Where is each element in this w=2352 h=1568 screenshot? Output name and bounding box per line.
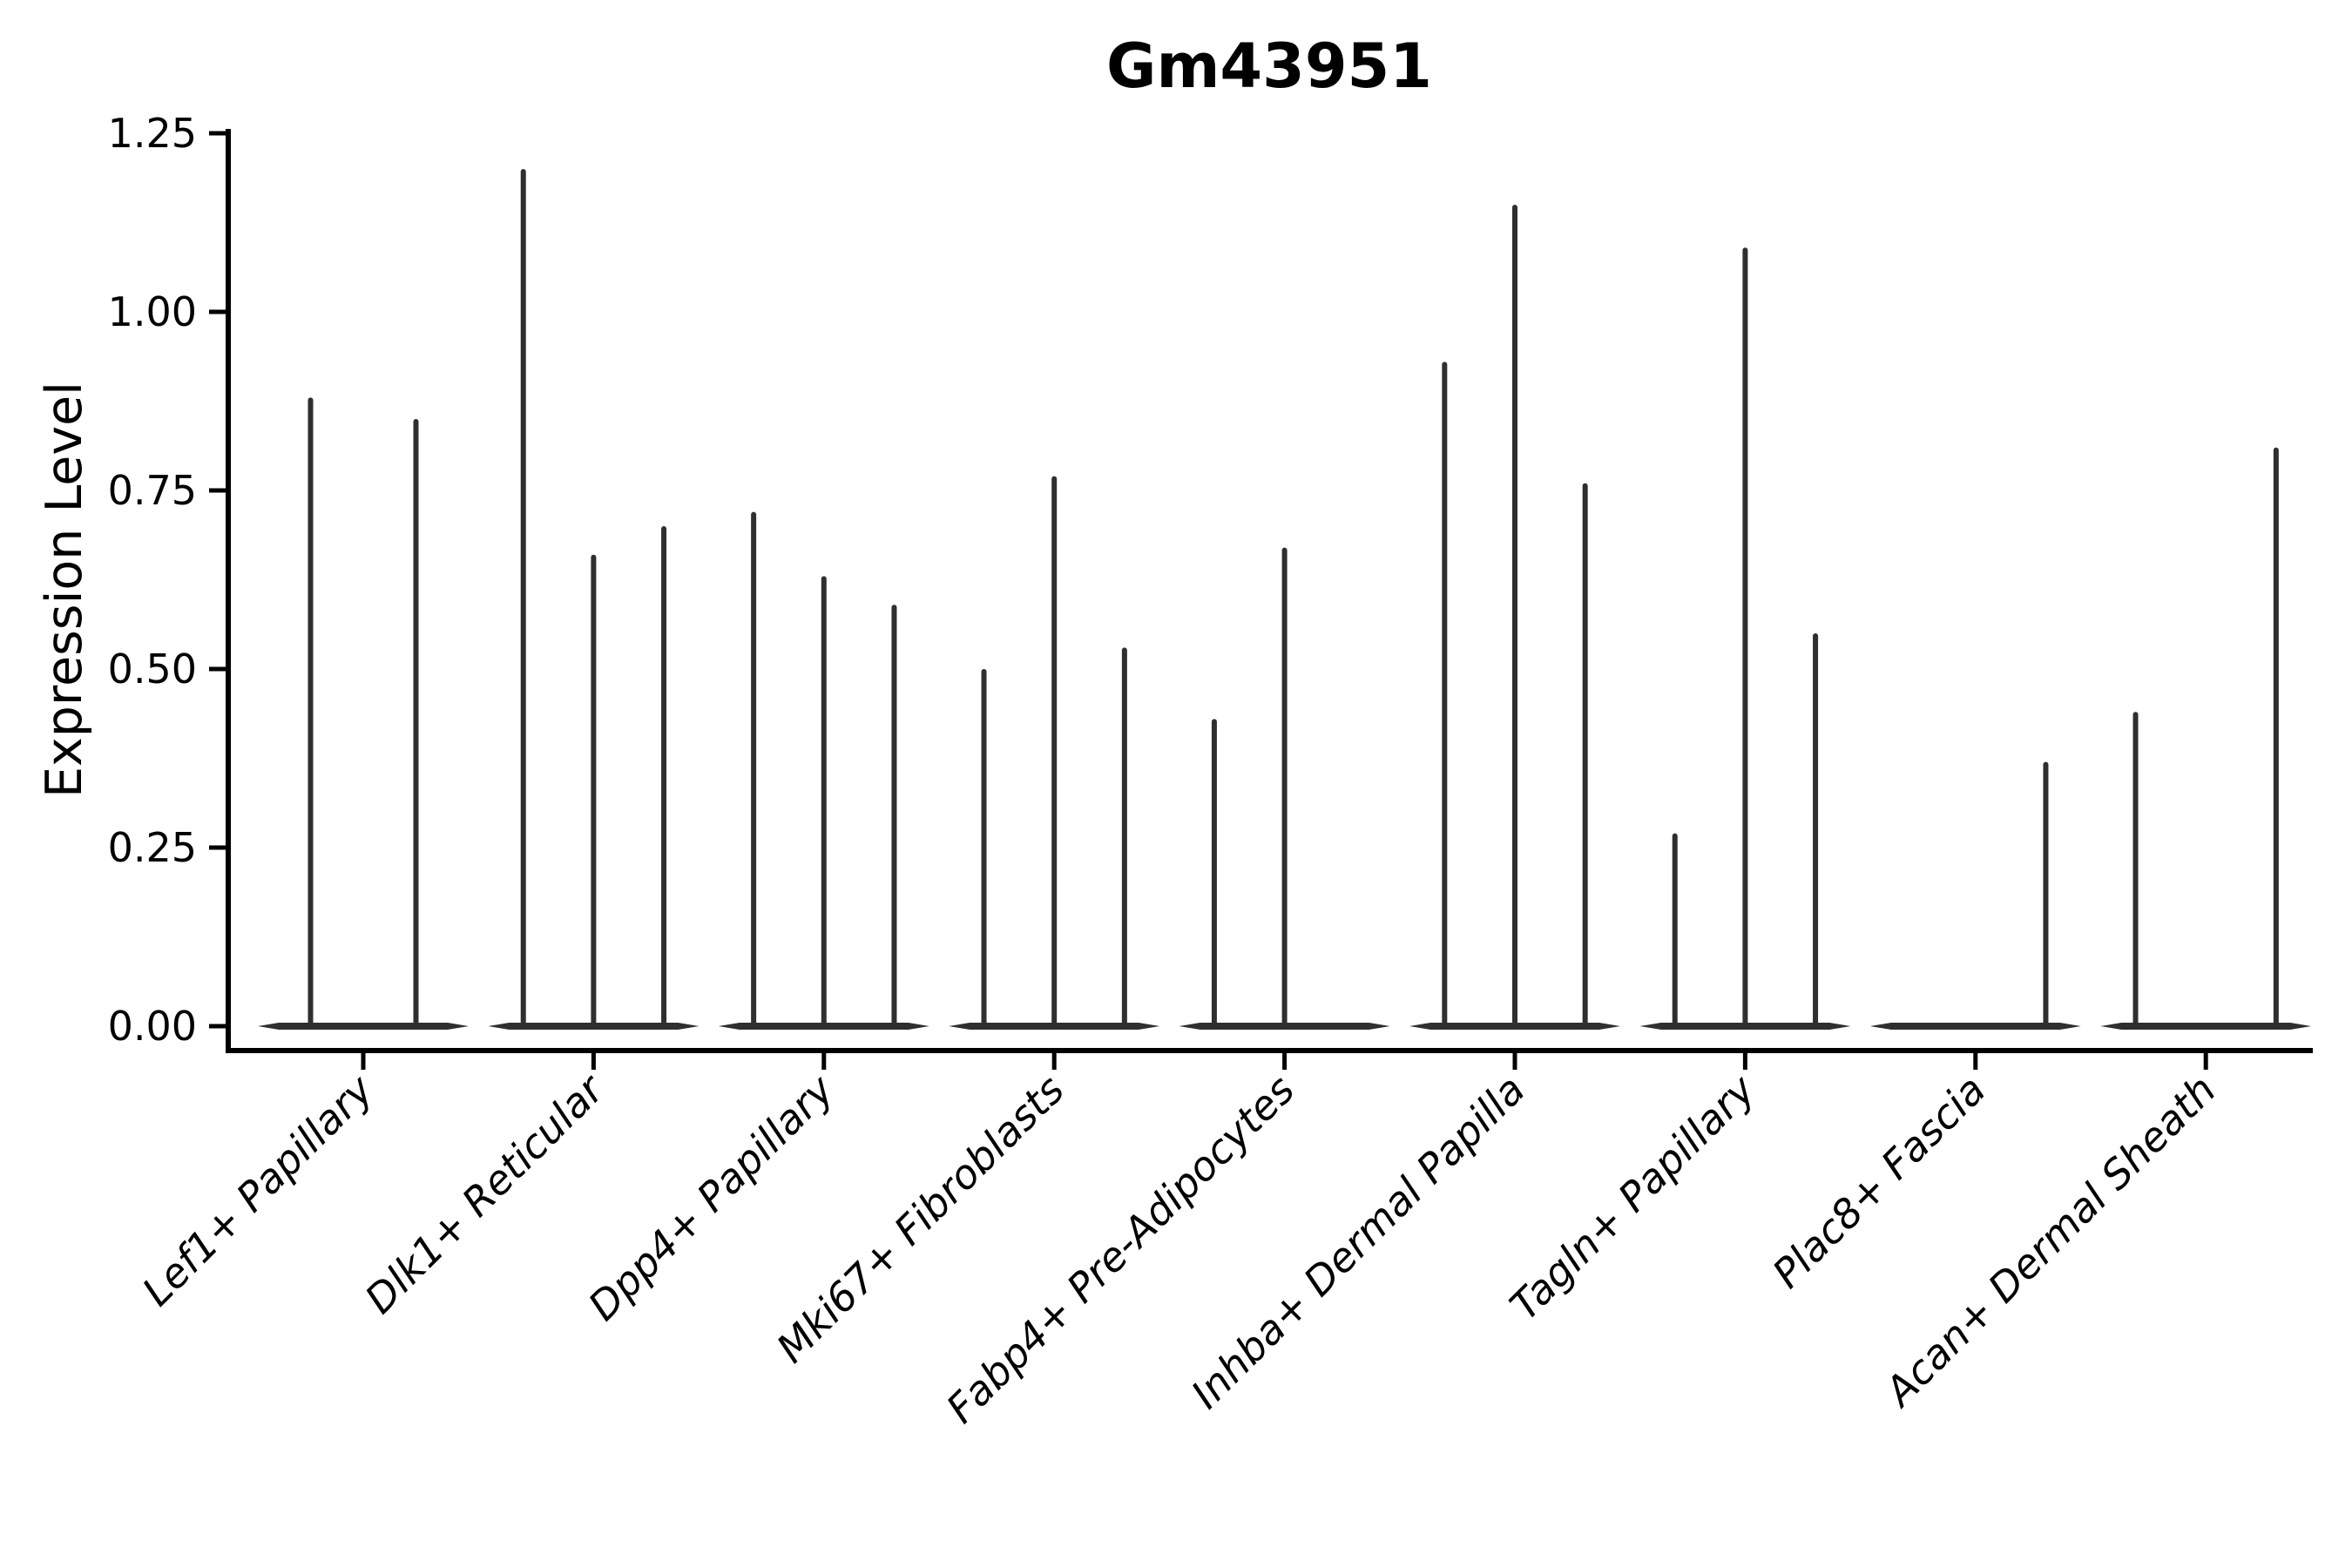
- violin-spike: [1742, 247, 1748, 1030]
- y-tick-mark: [209, 1024, 226, 1029]
- chart-title: Gm43951: [1106, 30, 1432, 102]
- y-tick-label: 0.50: [108, 645, 197, 693]
- violin-spike: [1281, 547, 1288, 1030]
- x-tick-mark: [1051, 1051, 1057, 1070]
- violin-spike: [413, 419, 419, 1030]
- axes-spines: [226, 129, 2313, 1053]
- violin-spike: [1672, 833, 1678, 1030]
- violin-spike: [520, 169, 526, 1030]
- x-tick-mark: [1973, 1051, 1978, 1070]
- violin-group: [1869, 761, 2081, 1030]
- violin-group: [949, 476, 1160, 1030]
- y-tick-mark: [209, 131, 226, 136]
- violin-base: [258, 1023, 469, 1030]
- x-tick-label: Dpp4+ Papillary: [579, 1065, 843, 1329]
- violin-spike: [751, 511, 757, 1030]
- violin-spike: [1211, 719, 1217, 1030]
- x-tick-mark: [361, 1051, 366, 1070]
- violin-group: [1179, 547, 1390, 1030]
- y-axis-ticks: 0.00 0.25 0.50 0.75 1.00 1.25: [108, 110, 226, 1050]
- violin-spike: [821, 576, 827, 1030]
- violin-spike: [1813, 633, 1819, 1030]
- x-tick-mark: [1282, 1051, 1288, 1070]
- y-tick-mark: [209, 666, 226, 672]
- violin-spike: [891, 605, 897, 1030]
- y-tick-label: 0.25: [108, 824, 197, 871]
- y-tick-label: 0.00: [108, 1003, 197, 1050]
- violin-group: [1409, 205, 1620, 1030]
- violin-spike: [2132, 712, 2139, 1030]
- violin-group: [258, 397, 469, 1030]
- violin-spike: [1512, 205, 1517, 1030]
- y-tick-mark: [209, 845, 226, 850]
- violin-series: [258, 169, 2312, 1030]
- x-tick-mark: [591, 1051, 596, 1070]
- violin-spike: [2043, 761, 2049, 1030]
- x-tick-mark: [2203, 1051, 2208, 1070]
- violin-spike: [1442, 362, 1448, 1030]
- violin-spike: [1582, 483, 1588, 1030]
- y-tick-label: 1.25: [108, 110, 197, 157]
- violin-base: [2100, 1023, 2312, 1030]
- x-tick-mark: [1512, 1051, 1517, 1070]
- x-tick-label: Tagln+ Papillary: [1501, 1065, 1765, 1329]
- violin-spike: [308, 397, 314, 1030]
- violin-spike: [2273, 447, 2279, 1030]
- y-tick-label: 0.75: [108, 467, 197, 514]
- violin-group: [2100, 447, 2312, 1030]
- violin-base: [1869, 1023, 2081, 1030]
- x-tick-label: Plac8+ Fascia: [1763, 1066, 1994, 1297]
- violin-group: [488, 169, 700, 1030]
- violin-spike: [981, 669, 987, 1030]
- violin-group: [1639, 247, 1851, 1030]
- violin-group: [718, 511, 929, 1030]
- y-axis-label: Expression Level: [36, 382, 93, 798]
- left-spine: [226, 129, 231, 1053]
- x-tick-label: Dlk1+ Reticular: [356, 1064, 615, 1322]
- violin-spike: [591, 554, 597, 1030]
- y-tick-mark: [209, 488, 226, 493]
- x-tick-label: Lef1+ Papillary: [133, 1065, 382, 1315]
- violin-spike: [1121, 647, 1127, 1030]
- violin-spike: [1051, 476, 1058, 1030]
- y-tick-label: 1.00: [108, 288, 197, 335]
- bottom-spine: [226, 1048, 2313, 1053]
- y-tick-mark: [209, 309, 226, 314]
- x-tick-mark: [1742, 1051, 1747, 1070]
- x-tick-mark: [821, 1051, 827, 1070]
- violin-spike: [661, 526, 667, 1030]
